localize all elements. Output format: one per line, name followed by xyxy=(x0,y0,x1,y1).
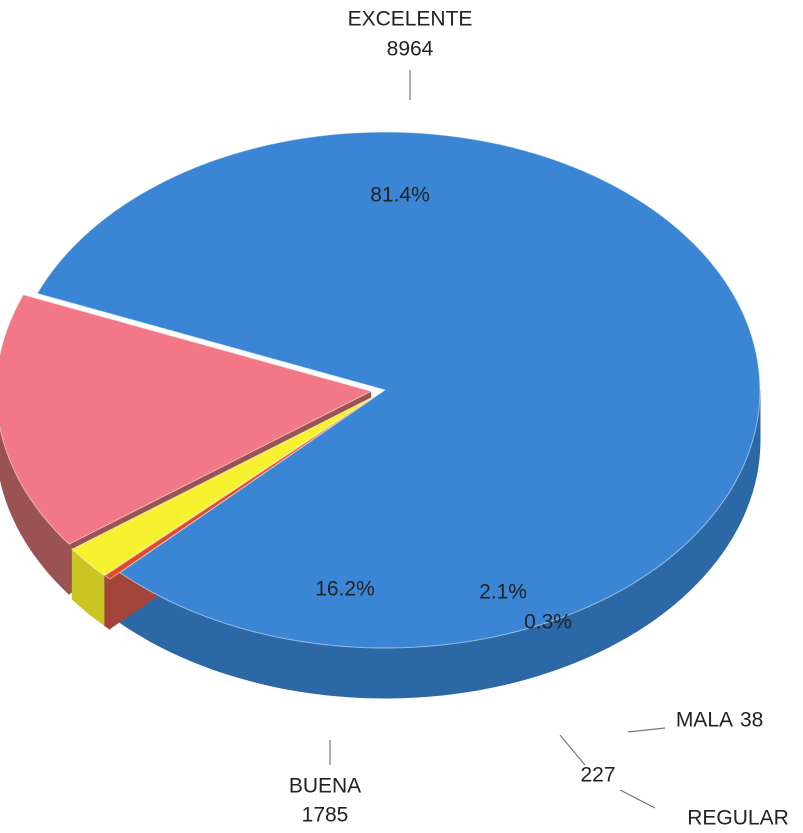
count-label: 38 xyxy=(740,709,763,732)
value-label: 2.1% xyxy=(479,581,527,604)
count-label: 227 xyxy=(580,764,615,787)
leader-line xyxy=(627,727,666,733)
slice xyxy=(71,395,375,576)
value-label: 16.2% xyxy=(315,578,375,601)
slice xyxy=(0,294,373,545)
count-label: 1785 xyxy=(302,804,349,827)
count-label: 8964 xyxy=(387,38,434,61)
leader-line xyxy=(619,789,656,809)
slice-tops xyxy=(0,131,761,649)
slice xyxy=(36,131,761,649)
leader-line xyxy=(559,734,586,766)
value-label: 0.3% xyxy=(524,611,572,634)
leader-lines xyxy=(329,70,666,809)
slice xyxy=(104,396,376,580)
category-label: EXCELENTE xyxy=(348,8,473,31)
category-label: BUENA xyxy=(289,775,361,798)
category-label: MALA xyxy=(676,709,733,732)
category-label: REGULAR xyxy=(687,807,789,830)
value-label: 81.4% xyxy=(370,184,430,207)
